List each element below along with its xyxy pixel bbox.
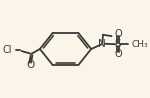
Text: S: S — [115, 39, 121, 49]
Text: O: O — [27, 60, 35, 70]
Text: N: N — [98, 39, 106, 49]
Text: Cl: Cl — [2, 45, 12, 55]
Text: CH₃: CH₃ — [131, 40, 148, 49]
Text: O: O — [115, 29, 122, 39]
Text: O: O — [115, 49, 122, 59]
